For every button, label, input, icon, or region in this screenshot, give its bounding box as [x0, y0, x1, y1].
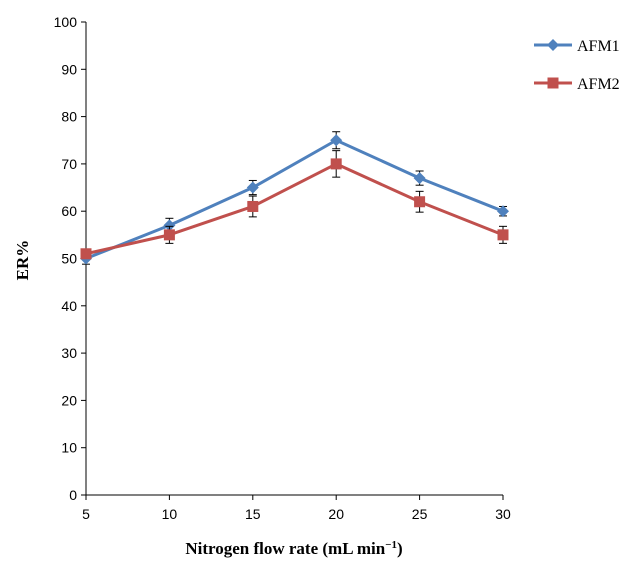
- y-tick-label: 0: [69, 487, 77, 503]
- data-point: [246, 181, 259, 194]
- legend-item-afm1: AFM1: [534, 38, 620, 55]
- data-point: [497, 205, 509, 218]
- x-tick-label: 10: [162, 506, 178, 522]
- x-tick-label: 25: [412, 506, 428, 522]
- y-tick-label: 40: [61, 298, 77, 314]
- x-tick-label: 30: [495, 506, 511, 522]
- data-point: [163, 219, 176, 232]
- x-axis-title-close: ): [397, 539, 403, 558]
- y-tick-label: 50: [61, 251, 77, 267]
- data-point: [547, 39, 559, 51]
- legend-label: AFM2: [577, 76, 620, 93]
- x-axis-title-main: Nitrogen flow rate (mL min: [185, 539, 385, 558]
- y-tick-label: 30: [61, 345, 77, 361]
- y-tick-label: 80: [61, 109, 77, 125]
- series-afm2: [80, 150, 509, 260]
- data-point: [330, 158, 342, 170]
- data-point: [414, 196, 426, 208]
- series-layer: [80, 131, 509, 265]
- series-line: [85, 162, 504, 256]
- y-tick-label: 100: [54, 14, 78, 30]
- y-tick-label: 10: [61, 440, 77, 456]
- x-tick-label: 20: [328, 506, 344, 522]
- legend: AFM1 AFM2: [534, 38, 620, 93]
- data-point: [247, 200, 259, 212]
- y-tick-label: 20: [61, 392, 77, 408]
- series-line: [85, 138, 504, 260]
- x-axis-title-superscript: −1: [385, 539, 397, 551]
- series-afm1: [80, 131, 509, 265]
- data-point: [163, 229, 175, 241]
- data-point: [413, 172, 426, 185]
- y-axis-title: ER%: [13, 240, 32, 281]
- y-tick-label: 60: [61, 203, 77, 219]
- x-axis-title: Nitrogen flow rate (mL min−1): [185, 539, 402, 558]
- x-tick-label: 15: [245, 506, 261, 522]
- y-tick-label: 70: [61, 156, 77, 172]
- y-tick-label: 90: [61, 61, 77, 77]
- data-point: [547, 77, 559, 89]
- data-point: [330, 134, 343, 147]
- legend-item-afm2: AFM2: [534, 76, 620, 93]
- data-point: [497, 229, 509, 241]
- x-tick-label: 5: [82, 506, 90, 522]
- legend-label: AFM1: [577, 38, 620, 55]
- y-axis-ticks: 0 10 20 30 40 50 60 70 80 90 100: [54, 14, 86, 503]
- x-axis-ticks: 5 10 15 20 25 30: [82, 495, 511, 522]
- data-point: [80, 248, 92, 260]
